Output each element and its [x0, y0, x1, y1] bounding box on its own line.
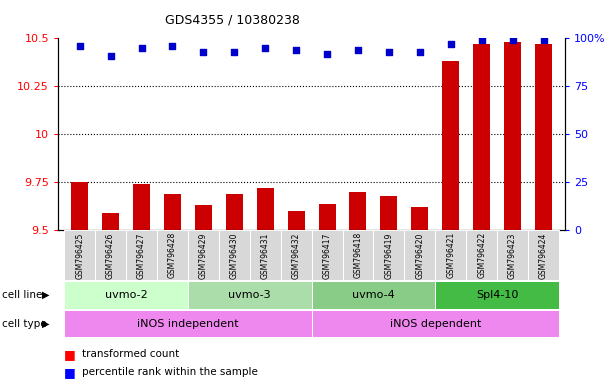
Bar	[535, 44, 552, 384]
Bar	[504, 42, 521, 384]
Text: GSM796431: GSM796431	[261, 232, 269, 278]
Text: GSM796432: GSM796432	[291, 232, 301, 278]
Point	[446, 41, 456, 47]
Text: GSM796428: GSM796428	[168, 232, 177, 278]
Text: GSM796423: GSM796423	[508, 232, 517, 278]
Bar	[280, 230, 312, 280]
Point	[415, 49, 425, 55]
Text: ■: ■	[64, 348, 76, 361]
Text: GSM796429: GSM796429	[199, 232, 208, 278]
Point	[229, 49, 239, 55]
Bar	[250, 230, 280, 280]
Bar	[473, 44, 490, 384]
Bar	[497, 230, 528, 280]
Bar	[226, 194, 243, 384]
Bar	[133, 184, 150, 384]
Text: GSM796425: GSM796425	[75, 232, 84, 278]
Point	[477, 37, 486, 43]
Bar	[164, 194, 181, 384]
Text: GSM796418: GSM796418	[354, 232, 362, 278]
Text: GSM796417: GSM796417	[323, 232, 332, 278]
Point	[75, 43, 84, 49]
Text: Spl4-10: Spl4-10	[476, 290, 518, 300]
Text: iNOS independent: iNOS independent	[137, 318, 239, 329]
Text: ▶: ▶	[42, 290, 49, 300]
Text: GSM796421: GSM796421	[446, 232, 455, 278]
Bar	[312, 230, 343, 280]
Point	[353, 47, 363, 53]
Bar	[188, 230, 219, 280]
Text: GDS4355 / 10380238: GDS4355 / 10380238	[165, 14, 299, 27]
Text: uvmo-3: uvmo-3	[229, 290, 271, 300]
Bar	[442, 61, 459, 384]
Bar	[435, 230, 466, 280]
Point	[508, 37, 518, 43]
Point	[291, 47, 301, 53]
Text: GSM796427: GSM796427	[137, 232, 146, 278]
Text: GSM796422: GSM796422	[477, 232, 486, 278]
Bar	[343, 230, 373, 280]
Text: uvmo-2: uvmo-2	[104, 290, 147, 300]
Bar	[71, 182, 88, 384]
Point	[137, 45, 147, 51]
Bar	[404, 230, 435, 280]
Text: percentile rank within the sample: percentile rank within the sample	[82, 367, 258, 377]
Point	[199, 49, 208, 55]
Bar	[349, 192, 367, 384]
Point	[539, 37, 549, 43]
Bar	[411, 207, 428, 384]
Bar	[435, 281, 559, 309]
Bar	[102, 213, 119, 384]
Point	[384, 49, 394, 55]
Text: GSM796424: GSM796424	[539, 232, 548, 278]
Point	[322, 51, 332, 57]
Bar	[312, 310, 559, 338]
Text: cell line: cell line	[2, 290, 42, 300]
Text: cell type: cell type	[2, 318, 46, 329]
Bar	[466, 230, 497, 280]
Text: ■: ■	[64, 366, 76, 379]
Bar	[219, 230, 250, 280]
Bar	[95, 230, 126, 280]
Text: transformed count: transformed count	[82, 349, 180, 359]
Text: uvmo-4: uvmo-4	[352, 290, 395, 300]
Text: GSM796420: GSM796420	[415, 232, 424, 278]
Bar	[64, 230, 95, 280]
Point	[106, 53, 115, 59]
Bar	[373, 230, 404, 280]
Text: GSM796419: GSM796419	[384, 232, 393, 278]
Text: GSM796430: GSM796430	[230, 232, 239, 279]
Text: ▶: ▶	[42, 318, 49, 329]
Bar	[195, 205, 212, 384]
Bar	[157, 230, 188, 280]
Point	[167, 43, 177, 49]
Bar	[64, 281, 188, 309]
Bar	[318, 204, 335, 384]
Bar	[64, 310, 312, 338]
Bar	[188, 281, 312, 309]
Text: GSM796426: GSM796426	[106, 232, 115, 278]
Bar	[288, 211, 305, 384]
Bar	[126, 230, 157, 280]
Bar	[312, 281, 435, 309]
Bar	[528, 230, 559, 280]
Bar	[257, 188, 274, 384]
Text: iNOS dependent: iNOS dependent	[390, 318, 481, 329]
Point	[260, 45, 270, 51]
Bar	[381, 196, 397, 384]
